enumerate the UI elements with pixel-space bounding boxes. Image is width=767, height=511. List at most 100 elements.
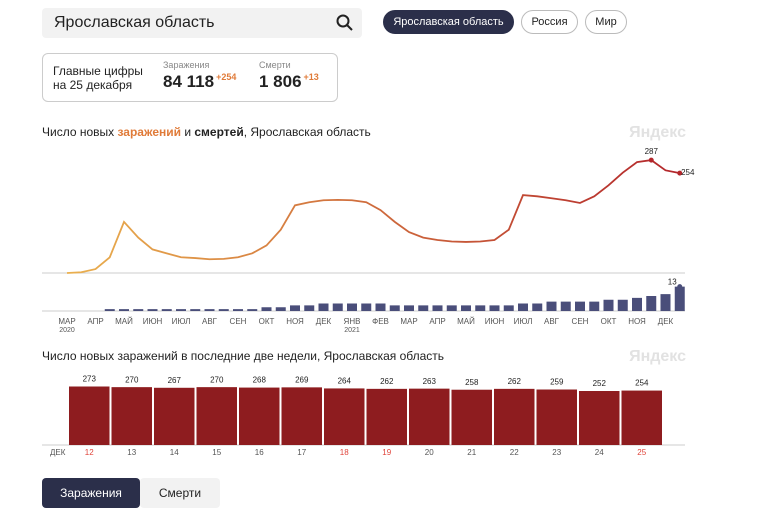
region-tab[interactable]: Россия (521, 10, 578, 34)
stat-number: 1 806 (259, 72, 302, 91)
death-bar (375, 303, 386, 311)
x-tick-label: МАР (58, 317, 75, 326)
point-marker (648, 157, 654, 163)
stat: Заражения 84 118 +254 (163, 60, 236, 92)
bar (196, 387, 237, 445)
x-tick-label: АПР (87, 317, 103, 326)
data-label: 267 (168, 376, 182, 385)
watermark: Яндекс (629, 124, 686, 141)
death-bar (475, 305, 486, 311)
year-label: 2021 (344, 327, 360, 334)
data-label: 264 (338, 377, 352, 386)
death-bar (674, 286, 685, 311)
x-tick-label: 15 (212, 448, 221, 457)
x-tick-label: ДЕК (316, 317, 332, 326)
stat-label: Смерти (259, 60, 291, 70)
death-bar (632, 297, 642, 311)
x-tick-label: 24 (595, 448, 604, 457)
stat-number: 84 118 (163, 72, 215, 91)
x-tick-label: ДЕК (658, 317, 674, 326)
stat-delta: +13 (303, 72, 319, 82)
tab-label: Россия (531, 16, 568, 28)
tab-label: Смерти (158, 486, 202, 500)
search-text: Ярославская область (54, 14, 215, 31)
x-tick-label: 25 (637, 448, 646, 457)
death-bar (575, 301, 585, 311)
stat: Смерти 1 806 +13 (259, 60, 319, 92)
x-tick-label: ИЮН (143, 317, 163, 326)
view-tab[interactable]: Смерти (140, 478, 220, 508)
death-bar (546, 301, 557, 311)
stat-label: Заражения (163, 60, 210, 70)
view-tab[interactable]: Заражения (42, 478, 140, 508)
x-tick-label: СЕН (572, 317, 589, 326)
x-tick-label: 22 (510, 448, 519, 457)
bar (239, 387, 280, 445)
chart-title: Число новых заражений в последние две не… (42, 349, 444, 363)
x-tick-label: АВГ (544, 317, 560, 326)
death-bar (589, 301, 600, 311)
death-bar (347, 303, 357, 311)
bar (366, 388, 407, 445)
death-bar (361, 303, 372, 311)
death-bar (247, 309, 258, 311)
death-bar (318, 303, 329, 311)
data-label: 262 (508, 377, 522, 386)
death-bar (503, 305, 514, 311)
data-label: 262 (380, 377, 394, 386)
bar (579, 391, 620, 445)
x-tick-label: МАЙ (115, 317, 133, 326)
data-label: 258 (465, 378, 479, 387)
bar (324, 388, 365, 445)
death-bar (404, 305, 414, 311)
data-label: 273 (83, 375, 97, 384)
x-tick-label: 21 (467, 448, 476, 457)
death-bar (532, 303, 543, 311)
death-bar (489, 305, 500, 311)
death-bar (389, 305, 400, 311)
data-label: 287 (645, 147, 659, 156)
death-bar (147, 309, 158, 311)
death-bar (161, 309, 172, 311)
point-marker (677, 284, 683, 290)
death-bar (432, 305, 443, 311)
x-tick-label: НОЯ (628, 317, 646, 326)
x-tick-label: 20 (425, 448, 434, 457)
death-bar (446, 305, 457, 311)
death-bar (204, 309, 215, 311)
data-label: 270 (125, 375, 139, 384)
bar (536, 389, 577, 445)
death-bar (461, 305, 471, 311)
title-part: Число новых (42, 125, 117, 139)
bar (281, 387, 322, 445)
region-tab[interactable]: Мир (585, 10, 627, 34)
x-tick-label: ИЮЛ (514, 317, 533, 326)
search-box[interactable]: Ярославская область (42, 8, 362, 38)
x-axis-label: ДЕК (50, 448, 66, 457)
bar (111, 387, 152, 445)
death-bar (518, 303, 528, 311)
region-tab[interactable]: Ярославская область (383, 10, 514, 34)
x-tick-label: АВГ (202, 317, 218, 326)
death-bar (332, 303, 343, 311)
x-tick-label: 17 (297, 448, 306, 457)
death-bar (290, 305, 300, 311)
x-tick-label: 23 (552, 448, 561, 457)
summary-card: Главные цифры на 25 декабря Заражения 84… (42, 53, 338, 102)
tab-label: Мир (595, 16, 617, 28)
death-bar (133, 309, 144, 311)
data-label: 13 (668, 278, 677, 287)
data-label: 254 (681, 168, 695, 177)
data-label: 263 (423, 377, 437, 386)
search-icon[interactable] (336, 14, 354, 32)
x-tick-label: ИЮЛ (172, 317, 191, 326)
death-bar (233, 309, 243, 311)
data-label: 270 (210, 375, 224, 384)
death-bar (560, 301, 571, 311)
title-part: заражений (117, 125, 181, 139)
x-tick-label: ОКТ (259, 317, 275, 326)
year-label: 2020 (59, 327, 75, 334)
death-bar (190, 309, 201, 311)
bar (69, 386, 110, 445)
